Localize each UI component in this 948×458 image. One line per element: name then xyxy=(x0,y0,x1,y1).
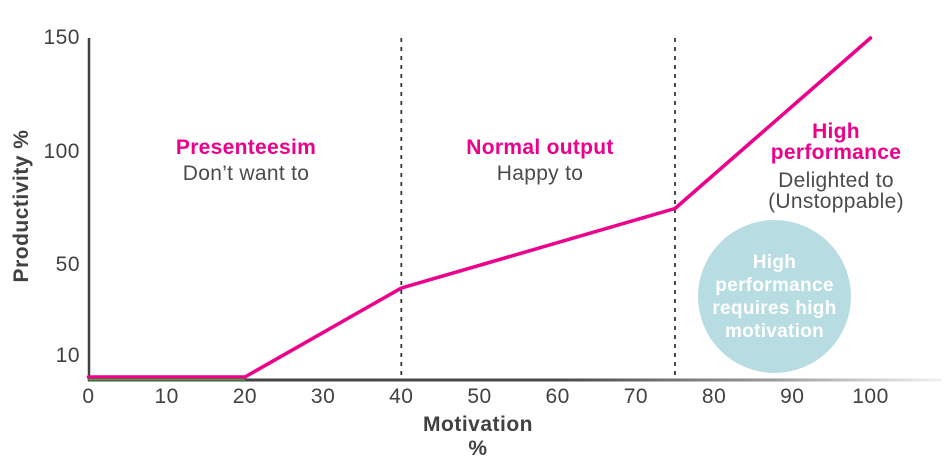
y-tick-label: 50 xyxy=(55,253,80,277)
zone-normal-output-subtitle: Happy to xyxy=(496,162,584,185)
zone-presenteeism: Presenteesim Don’t want to xyxy=(96,135,396,187)
zone-high-performance: High performance Delighted to (Unstoppab… xyxy=(761,121,911,212)
y-axis-title: Productivity % xyxy=(10,129,33,283)
annotation-circle: High performance requires high motivatio… xyxy=(698,220,851,373)
y-tick-label: 10 xyxy=(55,344,80,368)
annotation-circle-text: High performance requires high motivatio… xyxy=(712,251,837,342)
x-tick-label: 70 xyxy=(623,385,649,408)
x-tick-label: 80 xyxy=(701,385,727,408)
x-tick-label: 100 xyxy=(852,385,889,408)
x-tick-label: 60 xyxy=(545,385,570,408)
productivity-line xyxy=(86,36,873,379)
x-tick-label: 10 xyxy=(154,385,179,408)
y-tick-label: 100 xyxy=(43,139,80,163)
x-tick-label: 50 xyxy=(467,385,492,408)
x-tick-label: 30 xyxy=(310,385,336,408)
zone-normal-output: Normal output Happy to xyxy=(390,135,690,187)
y-tick-label: 150 xyxy=(43,26,80,49)
x-tick-label: 40 xyxy=(389,385,414,408)
x-axis-title: Motivation % xyxy=(423,413,533,458)
x-tick-label: 0 xyxy=(82,385,95,408)
zone-presenteeism-title: Presenteesim xyxy=(175,136,317,159)
x-tick-label: 90 xyxy=(780,385,805,408)
zone-presenteeism-subtitle: Don’t want to xyxy=(182,162,310,185)
zone-high-performance-title: High performance xyxy=(770,120,902,164)
zone-high-performance-subtitle: Delighted to (Unstoppable) xyxy=(768,169,904,213)
zone-normal-output-title: Normal output xyxy=(466,136,614,159)
x-tick-label: 20 xyxy=(232,385,258,408)
